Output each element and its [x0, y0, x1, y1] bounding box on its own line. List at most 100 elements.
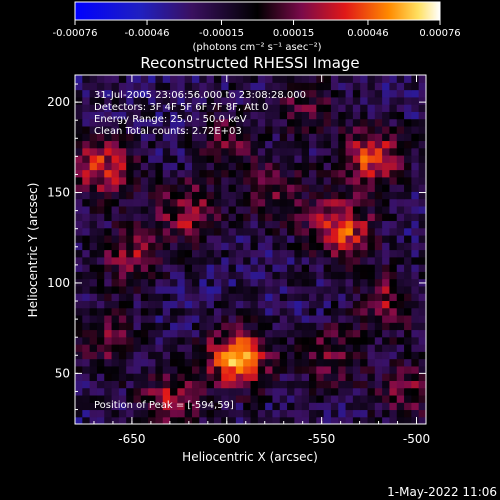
heatmap-cell [323, 125, 332, 134]
heatmap-cell [250, 416, 259, 424]
heatmap-cell [221, 373, 230, 381]
heatmap-cell [192, 285, 200, 294]
heatmap-cell [338, 118, 347, 127]
heatmap-cell [177, 293, 186, 301]
heatmap-cell [316, 402, 325, 411]
heatmap-cell [265, 329, 274, 338]
heatmap-cell [235, 154, 244, 163]
heatmap-cell [389, 118, 398, 127]
heatmap-cell [338, 191, 347, 200]
heatmap-cell [89, 329, 98, 338]
heatmap-cell [118, 176, 127, 185]
heatmap-cell [345, 300, 354, 309]
heatmap-cell [250, 242, 259, 251]
heatmap-cell [265, 125, 274, 134]
heatmap-cell [316, 358, 325, 367]
heatmap-cell [301, 307, 310, 316]
heatmap-cell [104, 162, 113, 171]
colorbar-unit-label: (photons cm⁻² s⁻¹ asec⁻²) [192, 42, 321, 53]
heatmap-cell [104, 264, 113, 272]
heatmap-cell [418, 234, 426, 243]
heatmap-cell [104, 278, 113, 287]
heatmap-cell [213, 278, 222, 287]
heatmap-cell [184, 191, 193, 200]
heatmap-cell [213, 300, 222, 309]
heatmap-cell [118, 373, 127, 381]
heatmap-cell [411, 89, 420, 98]
heatmap-cell [162, 336, 171, 345]
heatmap-cell [133, 147, 142, 156]
heatmap-cell [133, 89, 142, 98]
heatmap-cell [345, 264, 354, 272]
heatmap-cell [96, 322, 105, 331]
heatmap-cell [111, 147, 120, 156]
heatmap-cell [404, 249, 412, 258]
heatmap-cell [265, 198, 274, 207]
heatmap-cell [374, 314, 383, 323]
heatmap-cell [192, 373, 200, 381]
heatmap-cell [360, 89, 369, 98]
heatmap-cell [184, 184, 193, 192]
heatmap-cell [352, 380, 361, 389]
heatmap-cell [404, 104, 412, 112]
heatmap-cell [404, 344, 412, 352]
heatmap-cell [206, 242, 215, 251]
heatmap-cell [309, 249, 317, 258]
heatmap-cell [170, 162, 178, 171]
heatmap-cell [148, 213, 157, 222]
heatmap-cell [228, 213, 237, 222]
heatmap-cell [221, 220, 230, 229]
heatmap-cell [162, 176, 171, 185]
heatmap-cell [316, 256, 325, 265]
heatmap-cell [221, 249, 230, 258]
heatmap-cell [316, 264, 325, 272]
heatmap-cell [287, 314, 295, 323]
heatmap-cell [184, 176, 193, 185]
heatmap-cell [199, 205, 208, 214]
heatmap-cell [162, 271, 171, 280]
heatmap-cell [338, 307, 347, 316]
heatmap-cell [389, 416, 398, 424]
heatmap-cell [301, 213, 310, 222]
heatmap-cell [411, 184, 420, 192]
heatmap-cell [323, 278, 332, 287]
heatmap-cell [133, 351, 142, 360]
heatmap-cell [382, 191, 391, 200]
heatmap-cell [75, 191, 83, 200]
heatmap-cell [177, 300, 186, 309]
heatmap-cell [257, 278, 266, 287]
heatmap-cell [162, 111, 171, 120]
heatmap-cell [404, 234, 412, 243]
heatmap-cell [243, 154, 252, 163]
heatmap-cell [228, 271, 237, 280]
heatmap-cell [250, 293, 259, 301]
heatmap-cell [345, 184, 354, 192]
heatmap-cell [104, 351, 113, 360]
heatmap-cell [330, 89, 339, 98]
heatmap-cell [177, 409, 186, 418]
heatmap-cell [184, 96, 193, 105]
heatmap-cell [235, 416, 244, 424]
heatmap-cell [221, 285, 230, 294]
heatmap-cell [367, 89, 376, 98]
heatmap-cell [367, 220, 376, 229]
heatmap-cell [82, 176, 91, 185]
heatmap-cell [301, 322, 310, 331]
heatmap-cell [250, 220, 259, 229]
heatmap-cell [323, 344, 332, 352]
heatmap-cell [272, 154, 281, 163]
heatmap-cell [352, 249, 361, 258]
heatmap-cell [418, 358, 426, 367]
heatmap-cell [367, 380, 376, 389]
heatmap-cell [104, 118, 113, 127]
heatmap-cell [96, 285, 105, 294]
heatmap-cell [177, 133, 186, 142]
heatmap-cell [133, 314, 142, 323]
heatmap-cell [206, 264, 215, 272]
heatmap-cell [96, 125, 105, 134]
heatmap-cell [367, 365, 376, 374]
heatmap-cell [338, 133, 347, 142]
heatmap-cell [75, 82, 83, 91]
heatmap-cell [367, 169, 376, 178]
heatmap-cell [155, 89, 164, 98]
